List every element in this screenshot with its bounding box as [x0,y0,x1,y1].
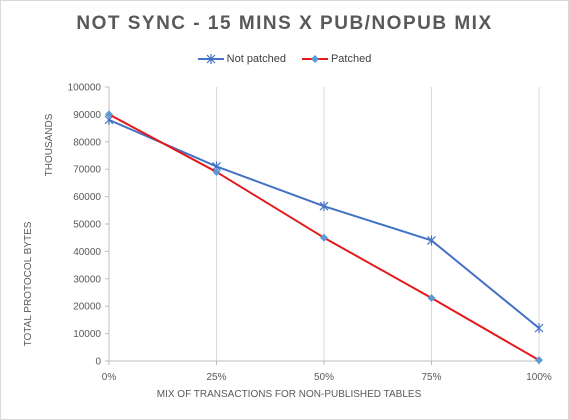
data-point-marker [105,110,113,119]
data-point-marker [427,235,436,246]
data-point-marker [535,356,543,365]
y-tick-label: 60000 [73,192,101,203]
x-tick-label: 100% [526,372,552,383]
x-tick-label: 25% [206,372,226,383]
data-point-marker [212,167,221,176]
data-point-marker [320,233,328,242]
legend-label-not-patched: Not patched [226,53,286,65]
grid-layer [216,87,540,361]
x-tick-label: 75% [421,372,441,383]
y-tick-label: 50000 [73,220,101,231]
y-tick-label: 70000 [73,165,101,176]
legend-label-patched: Patched [330,53,372,65]
y-tick-label: 40000 [73,247,101,258]
data-point-marker [319,201,329,212]
y-tick-label: 20000 [73,302,101,313]
legend-swatch-not-patched [197,54,224,64]
y-tick-label: 90000 [73,110,101,121]
legend-swatch-patched [301,54,328,64]
chart-title: NOT SYNC - 15 MINS X PUB/NOPUB MIX [76,13,493,34]
chart-legend: Not patched Patched [1,53,568,65]
x-axis-title: MIX OF TRANSACTIONS FOR NON-PUBLISHED TA… [157,389,422,400]
y-tick-label: 10000 [73,329,101,340]
x-tick-label: 0% [102,372,117,383]
y-tick-label: 100000 [68,83,102,94]
y-axis-unit-label: THOUSANDS [44,113,55,176]
data-point-marker [534,323,544,334]
axis-layer [105,86,540,365]
x-tick-label: 50% [314,372,334,383]
y-axis-title: TOTAL PROTOCOL BYTES [23,221,34,346]
series-layer [104,110,544,365]
legend-item-patched: Patched [301,53,372,65]
y-tick-label: 80000 [73,137,101,148]
y-tick-label: 30000 [73,274,101,285]
legend-item-not-patched: Not patched [197,53,286,65]
label-layer: 0 10000 20000 30000 40000 50000 60000 70000 8000… [23,83,552,401]
data-point-marker [427,293,436,302]
y-tick-label: 0 [95,357,101,368]
